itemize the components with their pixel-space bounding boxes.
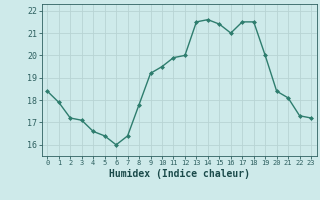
X-axis label: Humidex (Indice chaleur): Humidex (Indice chaleur): [109, 169, 250, 179]
